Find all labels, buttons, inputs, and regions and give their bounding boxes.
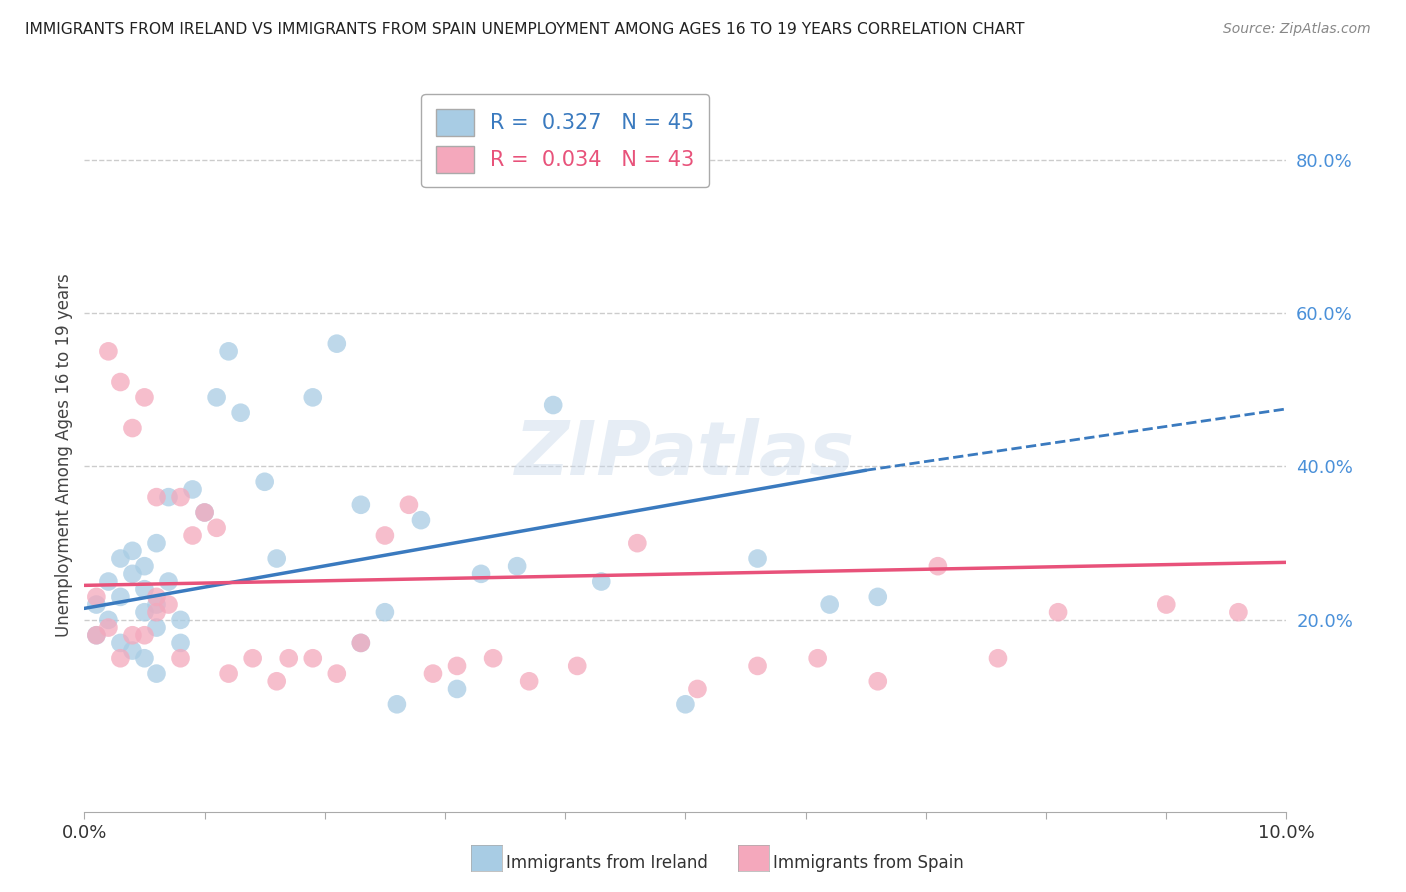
Legend: R =  0.327   N = 45, R =  0.034   N = 43: R = 0.327 N = 45, R = 0.034 N = 43 — [422, 95, 709, 187]
Point — [134, 582, 156, 597]
Point — [470, 566, 492, 581]
Point — [110, 636, 132, 650]
Point — [818, 598, 841, 612]
Point — [157, 598, 180, 612]
Point — [747, 551, 769, 566]
Point — [301, 651, 323, 665]
Point — [326, 666, 349, 681]
Point — [169, 636, 191, 650]
Point — [121, 544, 143, 558]
Point — [1227, 605, 1250, 619]
Point — [350, 498, 373, 512]
Point — [110, 551, 132, 566]
Point — [218, 344, 240, 359]
Point — [145, 666, 167, 681]
Point — [134, 651, 156, 665]
Point — [1156, 598, 1178, 612]
Point — [194, 506, 217, 520]
Text: IMMIGRANTS FROM IRELAND VS IMMIGRANTS FROM SPAIN UNEMPLOYMENT AMONG AGES 16 TO 1: IMMIGRANTS FROM IRELAND VS IMMIGRANTS FR… — [25, 22, 1025, 37]
Point — [218, 666, 240, 681]
Point — [86, 628, 108, 642]
Point — [374, 528, 396, 542]
Point — [987, 651, 1010, 665]
Point — [927, 559, 949, 574]
Point — [409, 513, 432, 527]
Point — [374, 605, 396, 619]
Point — [686, 681, 709, 696]
Point — [157, 574, 180, 589]
Point — [567, 659, 589, 673]
Point — [181, 528, 204, 542]
Point — [121, 566, 143, 581]
Point — [482, 651, 505, 665]
Point — [86, 590, 108, 604]
Point — [110, 651, 132, 665]
Point — [326, 336, 349, 351]
Point — [145, 598, 167, 612]
Point — [866, 590, 889, 604]
Point — [807, 651, 830, 665]
Point — [86, 628, 108, 642]
Point — [134, 605, 156, 619]
Point — [169, 490, 191, 504]
Point — [591, 574, 613, 589]
Text: Source: ZipAtlas.com: Source: ZipAtlas.com — [1223, 22, 1371, 37]
Point — [134, 559, 156, 574]
Point — [110, 375, 132, 389]
Point — [350, 636, 373, 650]
Point — [350, 636, 373, 650]
Point — [97, 344, 120, 359]
Point — [157, 490, 180, 504]
Point — [541, 398, 564, 412]
Point — [266, 551, 288, 566]
Point — [446, 681, 468, 696]
Point — [866, 674, 889, 689]
Point — [242, 651, 264, 665]
Point — [145, 536, 167, 550]
Point — [181, 483, 204, 497]
Point — [506, 559, 529, 574]
Point — [1047, 605, 1070, 619]
Point — [121, 643, 143, 657]
Point — [422, 666, 444, 681]
Point — [145, 590, 167, 604]
Point — [301, 390, 323, 404]
Point — [205, 521, 228, 535]
Point — [277, 651, 299, 665]
Point — [145, 621, 167, 635]
Point — [169, 651, 191, 665]
Point — [145, 605, 167, 619]
Point — [121, 628, 143, 642]
Point — [747, 659, 769, 673]
Point — [266, 674, 288, 689]
Text: Immigrants from Spain: Immigrants from Spain — [773, 854, 965, 871]
Point — [110, 590, 132, 604]
Y-axis label: Unemployment Among Ages 16 to 19 years: Unemployment Among Ages 16 to 19 years — [55, 273, 73, 637]
Point — [134, 628, 156, 642]
Point — [253, 475, 276, 489]
Point — [517, 674, 540, 689]
Point — [169, 613, 191, 627]
Text: Immigrants from Ireland: Immigrants from Ireland — [506, 854, 709, 871]
Point — [97, 613, 120, 627]
Point — [398, 498, 420, 512]
Point — [121, 421, 143, 435]
Point — [626, 536, 648, 550]
Point — [385, 698, 408, 712]
Point — [145, 490, 167, 504]
Point — [446, 659, 468, 673]
Point — [229, 406, 252, 420]
Point — [97, 574, 120, 589]
Point — [97, 621, 120, 635]
Text: ZIPatlas: ZIPatlas — [516, 418, 855, 491]
Point — [205, 390, 228, 404]
Point — [675, 698, 697, 712]
Point — [194, 506, 217, 520]
Point — [134, 390, 156, 404]
Point — [86, 598, 108, 612]
